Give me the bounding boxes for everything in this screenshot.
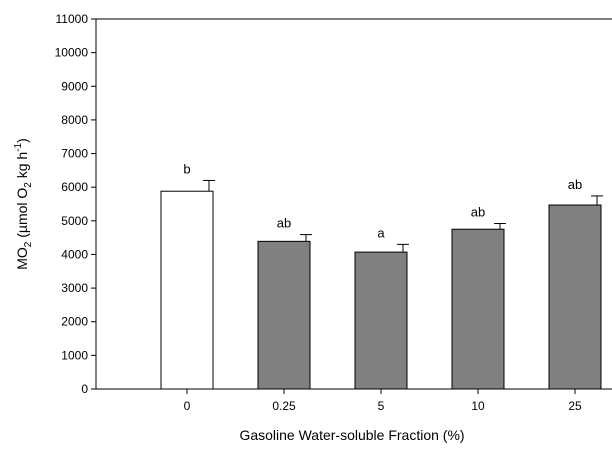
bars [160, 190, 602, 390]
significance-label: ab [568, 177, 582, 192]
y-title-part-1: MO [14, 247, 30, 270]
y-axis-title: MO2 (µmol O2 kg h-1) [13, 138, 34, 270]
bar-0 [160, 190, 214, 390]
y-title-part-4: ) [14, 138, 30, 143]
x-tick-label: 5 [378, 399, 385, 413]
y-tick-label: 0 [81, 382, 88, 396]
significance-label: a [377, 225, 385, 240]
y-tick-label: 10000 [55, 46, 89, 60]
y-title-sub-2: 2 [23, 182, 34, 188]
x-axis-title: Gasoline Water-soluble Fraction (%) [239, 427, 464, 443]
bar-25 [548, 204, 602, 390]
bar-10 [451, 228, 505, 390]
significance-label: ab [277, 216, 291, 231]
y-title-part-2: (µmol O [14, 188, 30, 242]
y-title-sup: -1 [13, 142, 24, 151]
y-tick-label: 3000 [61, 281, 88, 295]
y-tick-label: 1000 [61, 348, 88, 362]
y-tick-label: 5000 [61, 214, 88, 228]
y-tick-label: 8000 [61, 113, 88, 127]
y-tick-label: 7000 [61, 147, 88, 161]
x-tick-label: 10 [471, 399, 485, 413]
y-tick-label: 6000 [61, 180, 88, 194]
x-tick-label: 0.25 [272, 399, 296, 413]
error-bars [203, 179, 603, 253]
y-tick-label: 11000 [56, 12, 89, 26]
y-tick-label: 4000 [61, 247, 88, 261]
y-axis-ticks: 0 1000 2000 3000 4000 5000 6000 7000 8000 9000 100… [55, 12, 96, 396]
significance-label: b [183, 161, 190, 176]
bar-0.25 [257, 240, 311, 390]
y-tick-label: 2000 [61, 315, 88, 329]
x-tick-label: 0 [184, 399, 191, 413]
y-title-part-3: kg h [14, 152, 30, 182]
significance-label: ab [471, 205, 485, 220]
x-axis-ticks: 0 0.25 5 10 25 [184, 389, 582, 413]
x-tick-label: 25 [568, 399, 582, 413]
significance-labels: b ab a ab ab [183, 161, 582, 240]
y-tick-label: 9000 [61, 79, 88, 93]
bar-5 [354, 251, 408, 390]
y-title-sub-1: 2 [23, 241, 34, 247]
